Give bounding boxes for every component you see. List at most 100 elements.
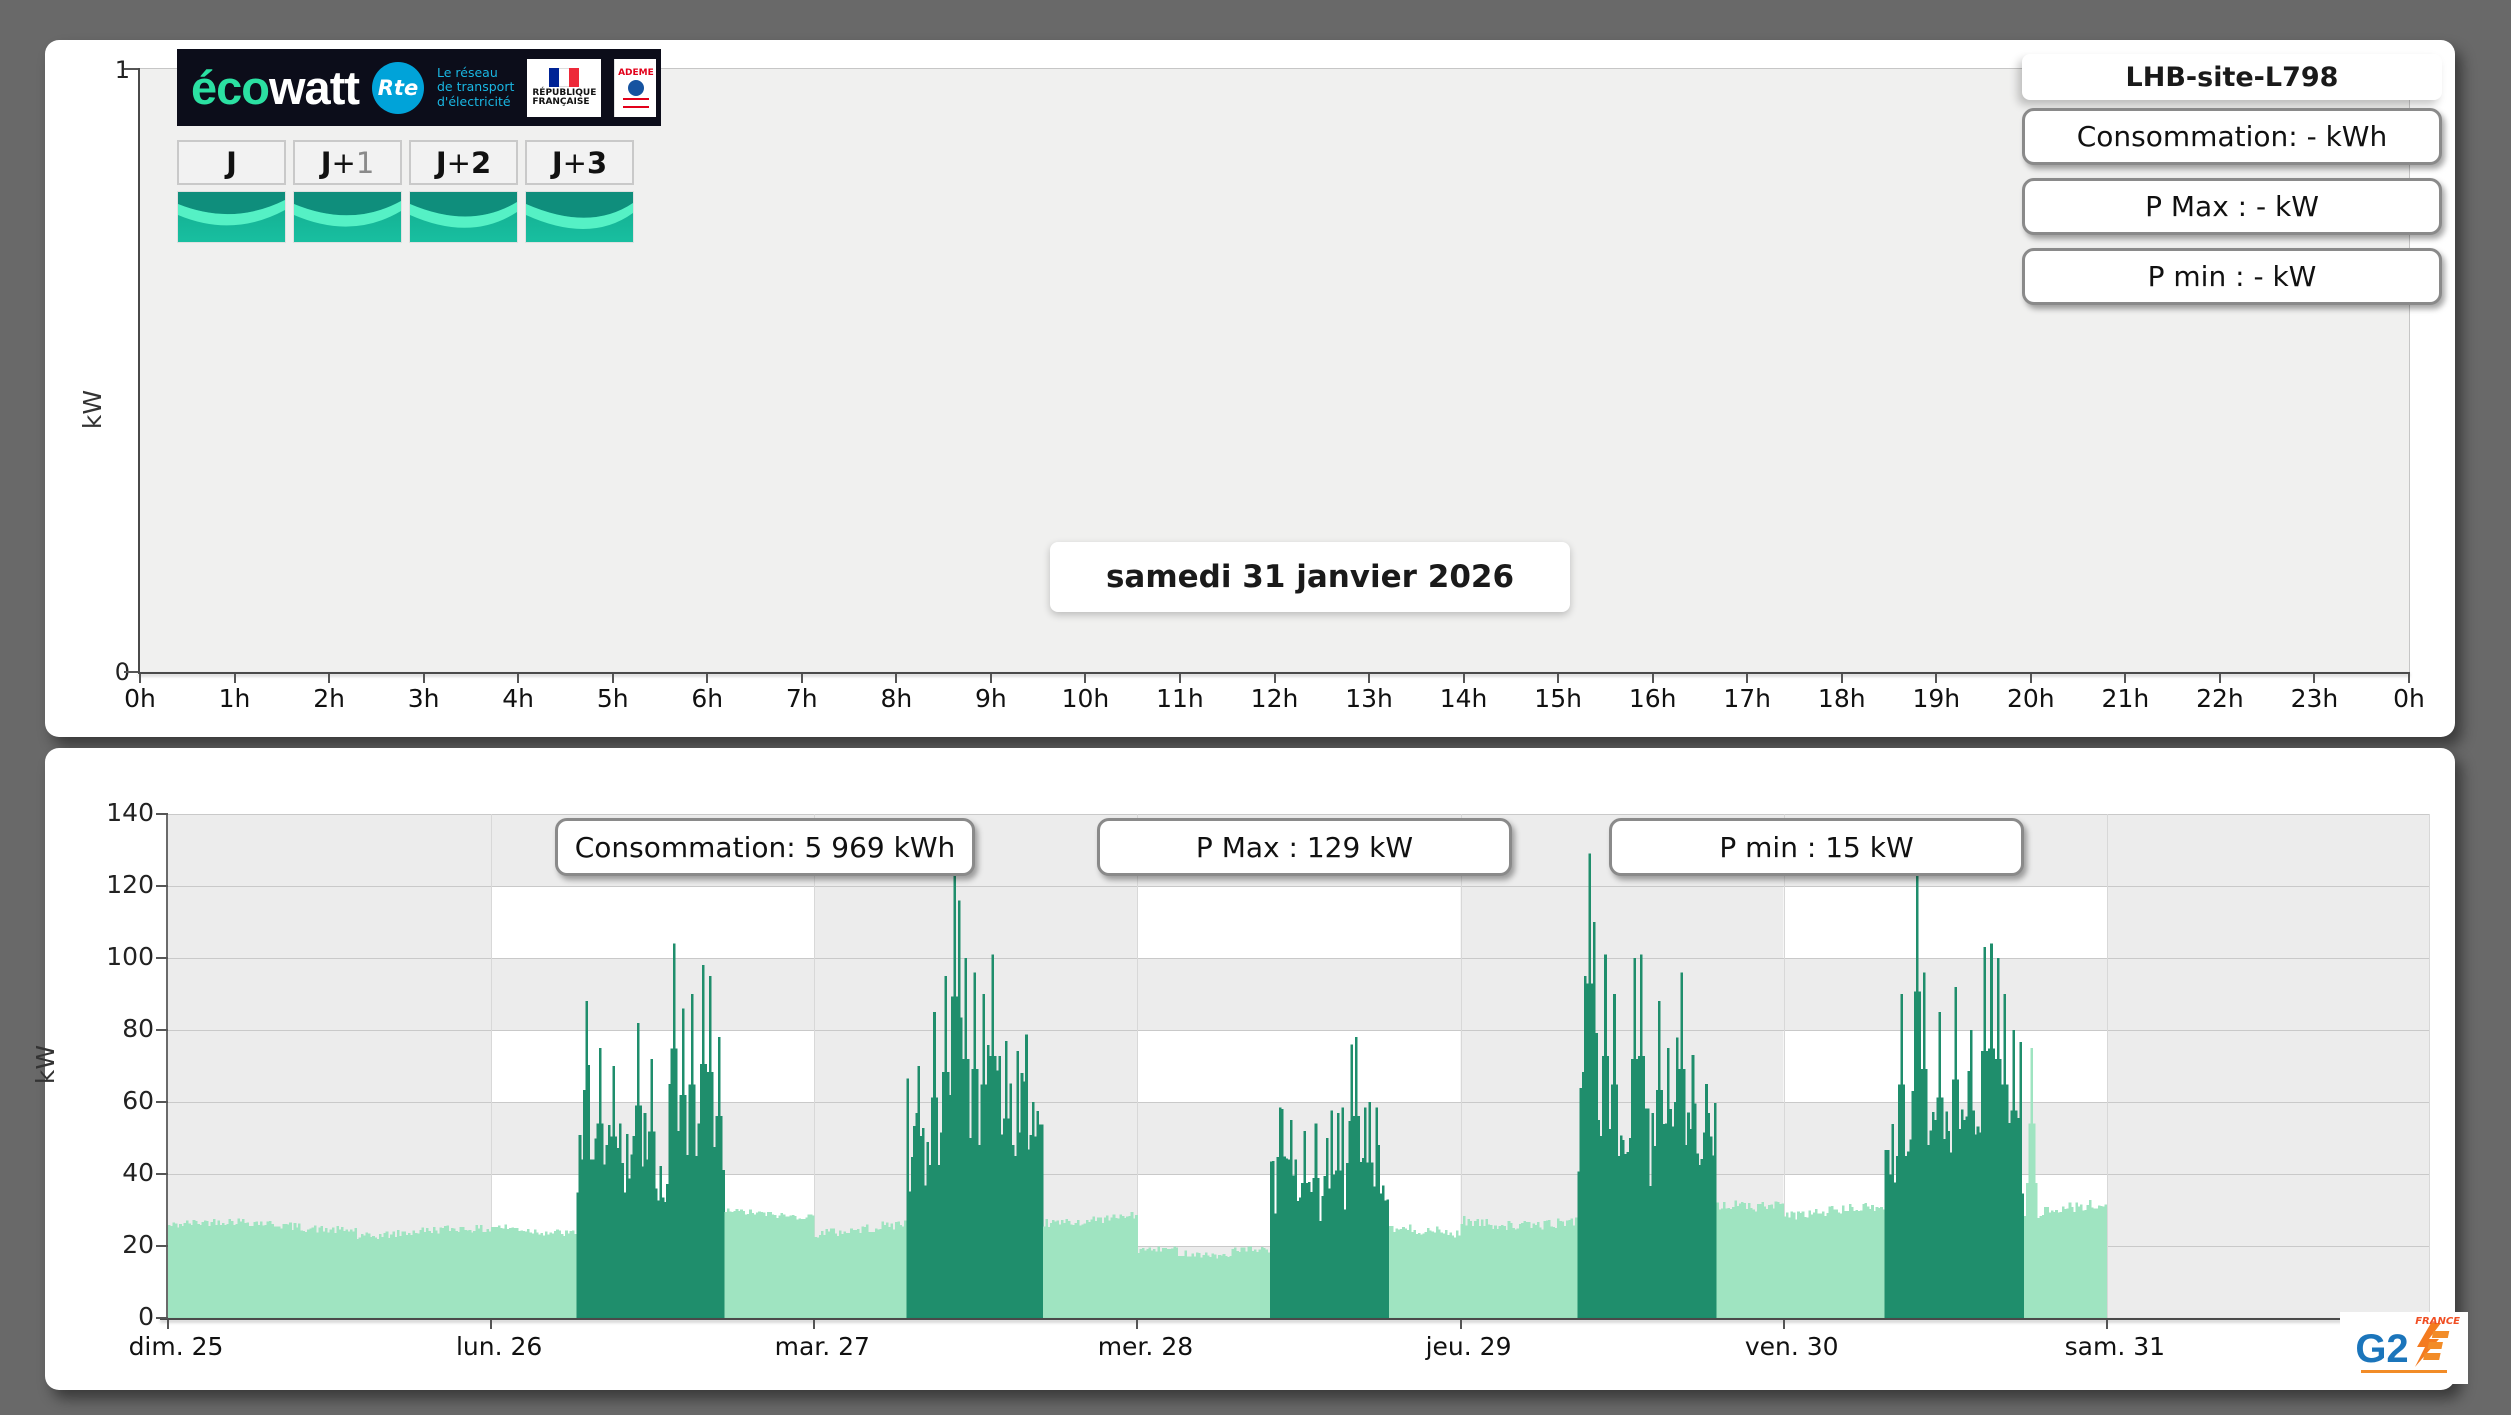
bottom-xtick-mark — [1459, 1320, 1462, 1329]
bottom-ytick-mark — [156, 1029, 168, 1031]
top-x-axis-line — [138, 672, 2410, 674]
bottom-xtick-mark — [813, 1320, 816, 1329]
top-xtick-label: 0h — [124, 684, 156, 713]
bottom-xtick-label: mer. 28 — [1097, 1332, 1194, 1361]
top-ytick-mark-min — [124, 671, 138, 673]
top-xtick-mark — [1557, 674, 1560, 683]
top-xtick-label: 0h — [2393, 684, 2425, 713]
bottom-ytick-mark — [156, 957, 168, 959]
bottom-xtick-mark — [490, 1320, 493, 1329]
top-xtick-label: 19h — [1912, 684, 1961, 713]
bottom-ytick-mark — [156, 885, 168, 887]
top-xtick-mark — [139, 674, 141, 683]
bottom-y-axis-line — [166, 814, 168, 1320]
bottom-ytick-mark — [156, 1173, 168, 1175]
top-xtick-label: 13h — [1345, 684, 1393, 713]
top-xtick-mark — [1935, 674, 1938, 683]
top-xtick-label: 4h — [502, 684, 535, 713]
top-stat-pmax: P Max : - kW — [2022, 178, 2442, 235]
bottom-xtick-mark — [2105, 1320, 2108, 1329]
top-xtick-mark — [2408, 674, 2410, 683]
top-xtick-label: 22h — [2196, 684, 2244, 713]
ecowatt-forecast-tile — [525, 191, 634, 243]
bottom-xtick-label: jeu. 29 — [1425, 1332, 1512, 1361]
top-xtick-mark — [800, 674, 803, 683]
top-ytick-mark-max — [124, 68, 138, 70]
top-xtick-mark — [706, 674, 709, 683]
top-xtick-mark — [1084, 674, 1087, 683]
top-xtick-label: 9h — [974, 684, 1007, 713]
top-xtick-label: 16h — [1628, 684, 1677, 713]
day-button-j1[interactable]: J + 1 — [293, 140, 402, 185]
bottom-ytick-label: 140 — [106, 798, 154, 827]
top-xtick-label: 8h — [880, 684, 913, 713]
top-xtick-mark — [2029, 674, 2032, 683]
bottom-stat-pmax: P Max : 129 kW — [1097, 818, 1512, 876]
bottom-ytick-mark — [156, 1245, 168, 1247]
top-xtick-mark — [895, 674, 898, 683]
bottom-stat-consumption: Consommation: 5 969 kWh — [555, 818, 975, 876]
bottom-y-axis-title: kW — [31, 1044, 61, 1085]
top-ytick-min: 0 — [114, 658, 130, 686]
bottom-xtick-mark — [1136, 1320, 1139, 1329]
ecowatt-logo: écowatt — [191, 61, 360, 114]
top-stat-consumption: Consommation: - kWh — [2022, 108, 2442, 165]
bottom-ytick-label: 60 — [122, 1086, 154, 1115]
republique-francaise-label: RÉPUBLIQUE FRANÇAISE — [532, 87, 597, 107]
bottom-xtick-label: lun. 26 — [455, 1332, 543, 1361]
top-xtick-label: 11h — [1156, 684, 1204, 713]
top-xtick-label: 23h — [2290, 684, 2339, 713]
ademe-text-lines — [622, 97, 649, 108]
top-xtick-mark — [2124, 674, 2127, 683]
bottom-xtick-mark — [167, 1320, 169, 1329]
ecowatt-banner: écowatt Rte Le réseau de transport d'élect… — [177, 49, 661, 126]
top-xtick-mark — [328, 674, 331, 683]
top-xtick-mark — [1368, 674, 1371, 683]
top-xtick-mark — [611, 674, 614, 683]
site-title: LHB-site-L798 — [2022, 54, 2442, 100]
bottom-xtick-label: dim. 25 — [128, 1332, 224, 1361]
bottom-ytick-label: 40 — [122, 1158, 154, 1187]
top-xtick-label: 3h — [407, 684, 440, 713]
top-xtick-label: 6h — [691, 684, 724, 713]
top-xtick-label: 2h — [313, 684, 345, 713]
bottom-ytick-label: 20 — [122, 1230, 154, 1259]
top-xtick-mark — [2313, 674, 2316, 683]
ecowatt-forecast-tile — [293, 191, 402, 243]
ecowatt-forecast-tile — [177, 191, 286, 243]
ecowatt-forecast-tile — [409, 191, 518, 243]
top-y-axis-line — [138, 68, 140, 674]
top-xtick-label: 17h — [1723, 684, 1772, 713]
bottom-ytick-label: 0 — [138, 1302, 154, 1331]
top-xtick-label: 14h — [1439, 684, 1488, 713]
bottom-ytick-label: 80 — [122, 1014, 154, 1043]
day-button-j2[interactable]: J + 2 — [409, 140, 518, 185]
top-stat-pmin: P min : - kW — [2022, 248, 2442, 305]
top-xtick-label: 18h — [1817, 684, 1866, 713]
top-xtick-label: 7h — [785, 684, 818, 713]
top-xtick-label: 15h — [1534, 684, 1582, 713]
top-y-axis-title: kW — [78, 389, 108, 430]
top-xtick-label: 5h — [596, 684, 629, 713]
bottom-ytick-label: 100 — [106, 942, 154, 971]
top-xtick-mark — [233, 674, 236, 683]
ademe-globe-icon — [627, 79, 644, 96]
bottom-stat-pmin: P min : 15 kW — [1609, 818, 2024, 876]
bottom-ytick-label: 120 — [106, 870, 154, 899]
top-xtick-mark — [1746, 674, 1749, 683]
bottom-ytick-mark — [156, 1101, 168, 1103]
top-xtick-label: 1h — [218, 684, 251, 713]
top-xtick-mark — [989, 674, 992, 683]
top-xtick-mark — [1651, 674, 1654, 683]
top-xtick-mark — [1178, 674, 1181, 683]
selected-date-label: samedi 31 janvier 2026 — [1050, 542, 1570, 612]
consumption-chart-plot[interactable] — [168, 814, 2430, 1318]
ademe-logo: ADEME — [614, 58, 657, 117]
top-xtick-label: 10h — [1061, 684, 1110, 713]
top-xtick-mark — [517, 674, 520, 683]
day-button-j[interactable]: J — [177, 140, 286, 185]
day-button-j3[interactable]: J + 3 — [525, 140, 634, 185]
top-ytick-max: 1 — [114, 56, 130, 84]
top-xtick-mark — [1462, 674, 1465, 683]
